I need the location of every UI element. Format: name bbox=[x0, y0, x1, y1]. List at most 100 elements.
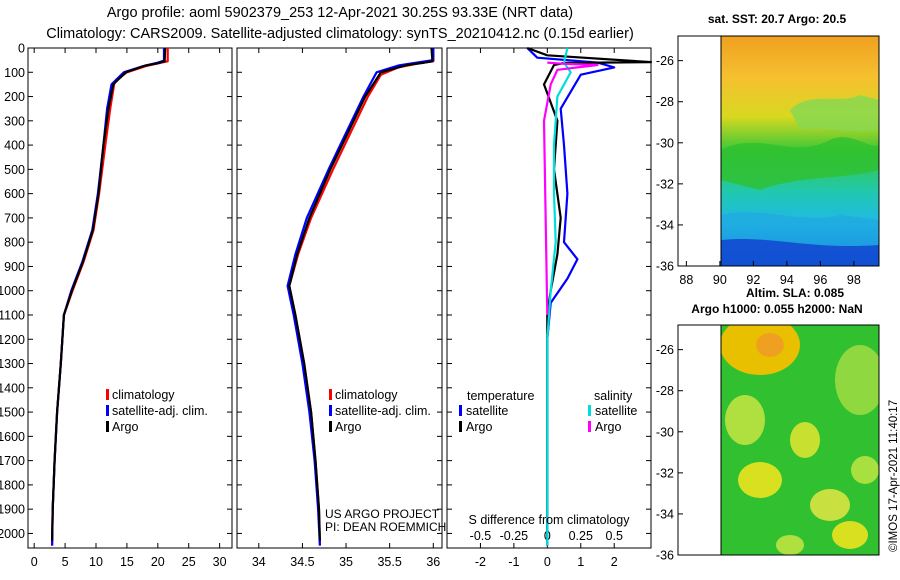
y-tick-label: 600 bbox=[4, 187, 25, 201]
series-line-salinity-satellite bbox=[546, 47, 572, 546]
y-tick-label: 1100 bbox=[0, 308, 25, 322]
s-tick-label: 0.5 bbox=[606, 529, 623, 543]
s-tick-label: 0.25 bbox=[569, 529, 593, 543]
y-tick-label: 2000 bbox=[0, 527, 25, 541]
legend-label: satellite bbox=[595, 404, 637, 418]
y-tick-label: -30 bbox=[656, 425, 674, 439]
y-tick-label: 1900 bbox=[0, 503, 25, 517]
s-tick-label: -0.5 bbox=[470, 529, 492, 543]
panel-frame-temperature-profile bbox=[27, 47, 233, 549]
legend-label: Argo bbox=[335, 420, 361, 434]
pi-annotation-line2: PI: DEAN ROEMMICH bbox=[325, 520, 446, 534]
series-line-climatology bbox=[288, 48, 435, 546]
series-line-argo bbox=[51, 47, 167, 541]
y-tick-label: 900 bbox=[4, 260, 25, 274]
y-tick-label: -34 bbox=[656, 218, 674, 232]
sst-map-title: sat. SST: 20.7 Argo: 20.5 bbox=[708, 12, 847, 26]
legend-swatch bbox=[459, 405, 462, 416]
y-tick-label: 1300 bbox=[0, 357, 25, 371]
x-tick-label: 15 bbox=[120, 555, 134, 569]
x-tick-label: 2 bbox=[611, 555, 618, 569]
y-tick-label: -26 bbox=[656, 54, 674, 68]
legend-label: satellite-adj. clim. bbox=[335, 404, 431, 418]
y-tick-label: 1700 bbox=[0, 454, 25, 468]
legend-swatch bbox=[329, 405, 332, 416]
y-tick-label: -34 bbox=[656, 507, 674, 521]
legend-label: Argo bbox=[112, 420, 138, 434]
x-tick-label: 10 bbox=[89, 555, 103, 569]
y-tick-label: 1200 bbox=[0, 333, 25, 347]
sla-map-frame bbox=[677, 324, 880, 556]
legend-swatch bbox=[459, 421, 462, 432]
imos-credit: ©IMOS 17-Apr-2021 11:40:17 bbox=[888, 399, 900, 552]
legend-swatch bbox=[106, 405, 109, 416]
y-tick-label: -28 bbox=[656, 384, 674, 398]
figure-title-line2: Climatology: CARS2009. Satellite-adjuste… bbox=[46, 26, 634, 42]
y-tick-label: -26 bbox=[656, 343, 674, 357]
x-tick-label: 34 bbox=[252, 555, 266, 569]
legend-label: climatology bbox=[335, 388, 398, 402]
x-tick-label: 1 bbox=[577, 555, 584, 569]
y-tick-label: -32 bbox=[656, 177, 674, 191]
series-line-satellite-adj-clim- bbox=[286, 48, 435, 546]
y-tick-label: -36 bbox=[656, 549, 674, 563]
y-tick-label: 1800 bbox=[0, 478, 25, 492]
sst-map-frame bbox=[677, 35, 880, 267]
y-tick-label: -30 bbox=[656, 136, 674, 150]
sla-heatmap bbox=[721, 325, 879, 555]
y-tick-label: 1500 bbox=[0, 406, 25, 420]
x-tick-label: 98 bbox=[847, 273, 861, 287]
x-tick-label: 92 bbox=[746, 273, 760, 287]
y-tick-label: -36 bbox=[656, 260, 674, 274]
x-tick-label: 34.5 bbox=[290, 555, 314, 569]
legend-label: satellite bbox=[466, 404, 508, 418]
pi-annotation-line1: US ARGO PROJECT bbox=[325, 507, 440, 521]
legend-heading-temperature: temperature bbox=[467, 389, 534, 403]
y-tick-label: 400 bbox=[4, 139, 25, 153]
legend-swatch bbox=[106, 389, 109, 400]
legend-label: Argo bbox=[595, 420, 621, 434]
x-tick-label: 36 bbox=[426, 555, 440, 569]
legend-swatch bbox=[329, 421, 332, 432]
sst-heatmap bbox=[721, 36, 879, 266]
legend-swatch bbox=[588, 405, 591, 416]
legend-heading-salinity: salinity bbox=[594, 389, 633, 403]
x-tick-label: 88 bbox=[679, 273, 693, 287]
x-tick-label: 90 bbox=[713, 273, 727, 287]
series-line-argo bbox=[288, 47, 434, 541]
y-tick-label: 100 bbox=[4, 66, 25, 80]
x-tick-label: 0 bbox=[544, 555, 551, 569]
x-tick-label: 94 bbox=[780, 273, 794, 287]
s-tick-label: -0.25 bbox=[500, 529, 529, 543]
x-axis-label: S difference from climatology bbox=[469, 513, 631, 527]
x-tick-label: 25 bbox=[182, 555, 196, 569]
series-line-temperature-satellite bbox=[526, 47, 616, 546]
y-tick-label: 0 bbox=[18, 42, 25, 56]
sla-map-title-line1: Altim. SLA: 0.085 bbox=[746, 286, 844, 300]
y-tick-label: -28 bbox=[656, 95, 674, 109]
y-tick-label: 1000 bbox=[0, 284, 25, 298]
y-tick-label: 300 bbox=[4, 114, 25, 128]
x-tick-label: 0 bbox=[31, 555, 38, 569]
y-tick-label: 800 bbox=[4, 236, 25, 250]
x-tick-label: 30 bbox=[213, 555, 227, 569]
y-tick-label: 700 bbox=[4, 211, 25, 225]
x-tick-label: 35 bbox=[339, 555, 353, 569]
x-tick-label: 20 bbox=[151, 555, 165, 569]
series-line-salinity-argo bbox=[542, 61, 599, 316]
legend-label: Argo bbox=[466, 420, 492, 434]
sla-map-title-line2: Argo h1000: 0.055 h2000: NaN bbox=[691, 302, 862, 316]
y-tick-label: 1600 bbox=[0, 430, 25, 444]
legend-label: climatology bbox=[112, 388, 175, 402]
x-tick-label: 35.5 bbox=[377, 555, 401, 569]
x-tick-label: 96 bbox=[813, 273, 827, 287]
x-tick-label: 5 bbox=[62, 555, 69, 569]
y-tick-label: 200 bbox=[4, 90, 25, 104]
y-tick-label: 1400 bbox=[0, 381, 25, 395]
figure-title-line1: Argo profile: aoml 5902379_253 12-Apr-20… bbox=[106, 5, 574, 21]
legend-label: satellite-adj. clim. bbox=[112, 404, 208, 418]
x-tick-label: -1 bbox=[508, 555, 519, 569]
panel-frame-salinity-profile bbox=[236, 47, 443, 549]
legend-swatch bbox=[588, 421, 591, 432]
